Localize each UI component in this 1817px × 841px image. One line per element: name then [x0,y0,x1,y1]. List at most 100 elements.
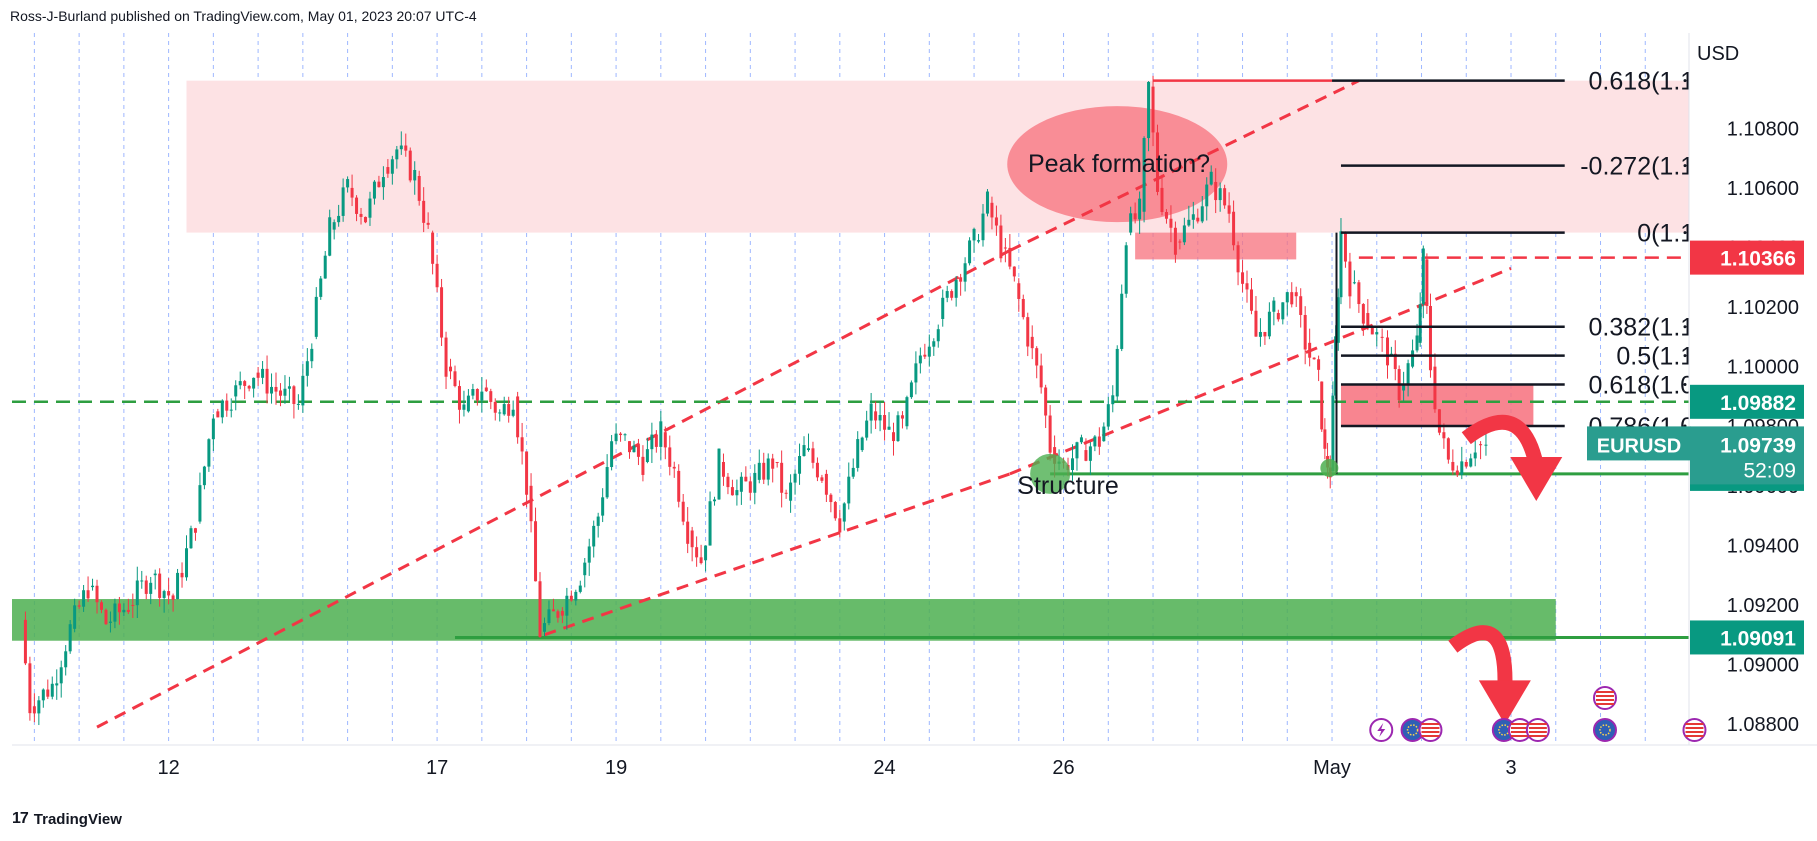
lower-channel-trendline-2 [543,472,1011,637]
candle-body [798,456,802,474]
candle-body [1191,214,1195,220]
candle-body [1312,357,1316,360]
candle-body [55,683,59,686]
y-tick-label: 1.09200 [1727,595,1799,617]
candle-body [1241,272,1245,284]
candle-body [1218,188,1222,201]
candle-body [1294,292,1298,297]
candle-body [189,528,193,549]
candle-body [1017,283,1021,299]
candle-body [350,187,354,198]
candle-body [1245,283,1249,290]
candle-body [368,198,372,218]
eu-flag-icon[interactable] [1400,718,1425,742]
candle-body [457,386,461,410]
candle-body [1187,219,1191,226]
candle-body [122,609,126,613]
candle-body [207,439,211,467]
candle-body [1393,353,1397,370]
candle-body [381,177,385,188]
candle-body [959,277,963,282]
candle-body [1003,247,1007,249]
candle-body [851,467,855,477]
candle-body [1418,304,1422,343]
candle-body [806,448,810,451]
candle-body [932,341,936,347]
candle-body [1106,404,1110,427]
candle-body [968,240,972,264]
candle-body [23,619,27,664]
y-tick-label: 1.08800 [1727,714,1799,736]
candle-body [149,582,153,594]
x-tick-label: 12 [157,757,179,779]
candle-body [856,439,860,468]
candle-body [287,386,291,389]
candle-body [202,466,206,486]
candle-body [417,175,421,201]
candle-body [511,409,515,416]
candle-body [883,415,887,430]
candle-body [408,150,412,181]
candle-body [695,547,699,558]
candle-body [914,363,918,383]
candle-body [645,449,649,462]
candle-body [341,187,345,216]
tradingview-logo-icon: 17 [12,810,29,827]
candle-body [820,477,824,481]
candle-body [981,213,985,241]
candle-body [628,441,632,453]
fib-level-dot [1683,325,1687,329]
candle-body [1102,426,1106,442]
eu-flag-icon[interactable] [1592,718,1617,742]
candle-body [1254,310,1258,337]
candle-body [484,387,488,392]
candle-body [1142,138,1146,212]
candle-body [551,609,555,612]
candle-body [1084,450,1088,461]
candle-body [865,420,869,438]
candle-body [211,418,215,440]
candle-body [654,434,658,447]
us-flag-icon[interactable] [1592,686,1617,710]
candle-body [466,395,470,412]
candle-body [238,381,242,386]
candle-body [1389,353,1393,355]
us-flag-icon[interactable] [1682,718,1707,742]
candle-body [1156,132,1160,192]
candle-body [1479,444,1483,446]
bearish-arrow-upper [1461,414,1563,501]
candle-body [802,445,806,457]
candle-body [1473,452,1477,459]
candle-body [1290,292,1294,305]
us-flag-icon[interactable] [1418,718,1443,742]
candle-body [690,530,694,548]
candle-body [713,499,717,502]
candle-body [198,485,202,522]
candle-body [265,368,269,394]
us-flag-icon[interactable] [1525,718,1550,742]
candle-body [936,329,940,342]
event-icon-circle [1592,718,1617,742]
candle-body [95,585,99,603]
x-tick-label: May [1313,757,1351,779]
us-flag-icon[interactable] [1507,718,1532,742]
candle-body [999,225,1003,259]
lightning-icon[interactable] [1369,718,1394,742]
candle-body [1030,336,1034,349]
candle-body [556,611,560,618]
candle-body [1455,470,1459,475]
candle-body [534,521,538,582]
candle-body [104,609,108,625]
fib-level-dot [1683,354,1687,358]
tradingview-logo[interactable]: 17 TradingView [12,810,122,828]
lower-channel-trendline-1 [96,249,1011,729]
candle-body [426,222,430,225]
candle-body [954,280,958,298]
candle-body [274,386,278,392]
candle-body [842,503,846,522]
candle-body [596,516,600,526]
candle-body [619,433,623,436]
candle-body [565,595,569,616]
candle-body [144,580,148,594]
